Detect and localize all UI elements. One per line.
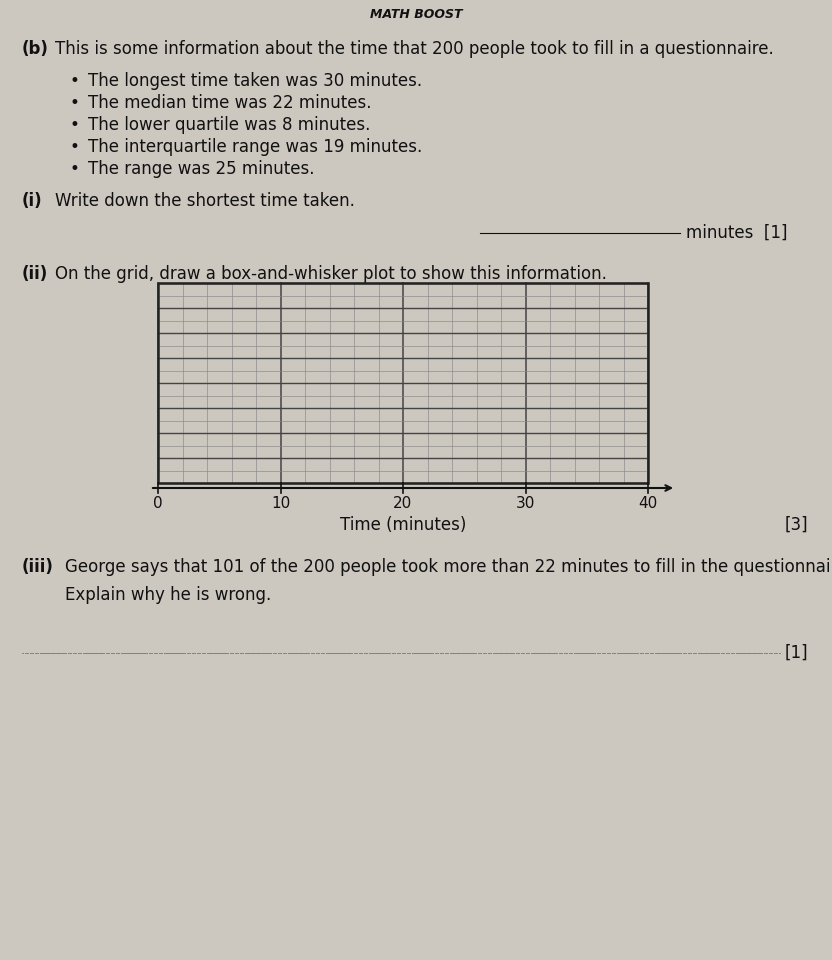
Text: [1]: [1] bbox=[785, 644, 808, 662]
Text: 10: 10 bbox=[271, 496, 290, 511]
Text: Explain why he is wrong.: Explain why he is wrong. bbox=[65, 586, 271, 604]
Text: George says that 101 of the 200 people took more than 22 minutes to fill in the : George says that 101 of the 200 people t… bbox=[65, 558, 832, 576]
Text: MATH BOOST: MATH BOOST bbox=[369, 8, 463, 21]
Text: (iii): (iii) bbox=[22, 558, 54, 576]
Text: [3]: [3] bbox=[785, 516, 808, 534]
Text: 30: 30 bbox=[516, 496, 535, 511]
Text: minutes  [1]: minutes [1] bbox=[686, 224, 788, 242]
Text: The lower quartile was 8 minutes.: The lower quartile was 8 minutes. bbox=[88, 116, 370, 134]
Text: On the grid, draw a box-and-whisker plot to show this information.: On the grid, draw a box-and-whisker plot… bbox=[55, 265, 607, 283]
Text: •: • bbox=[70, 72, 80, 90]
Text: (ii): (ii) bbox=[22, 265, 48, 283]
Text: •: • bbox=[70, 94, 80, 112]
Text: The longest time taken was 30 minutes.: The longest time taken was 30 minutes. bbox=[88, 72, 422, 90]
Bar bbox=[158, 283, 648, 483]
Text: Time (minutes): Time (minutes) bbox=[339, 516, 466, 534]
Text: •: • bbox=[70, 116, 80, 134]
Text: •: • bbox=[70, 138, 80, 156]
Text: The median time was 22 minutes.: The median time was 22 minutes. bbox=[88, 94, 372, 112]
Text: 40: 40 bbox=[638, 496, 657, 511]
Bar bbox=[158, 283, 648, 483]
Text: (b): (b) bbox=[22, 40, 49, 58]
Text: •: • bbox=[70, 160, 80, 178]
Text: Write down the shortest time taken.: Write down the shortest time taken. bbox=[55, 192, 355, 210]
Text: (i): (i) bbox=[22, 192, 42, 210]
Text: 0: 0 bbox=[153, 496, 163, 511]
Text: 20: 20 bbox=[394, 496, 413, 511]
Text: The interquartile range was 19 minutes.: The interquartile range was 19 minutes. bbox=[88, 138, 423, 156]
Text: The range was 25 minutes.: The range was 25 minutes. bbox=[88, 160, 314, 178]
Text: This is some information about the time that 200 people took to fill in a questi: This is some information about the time … bbox=[55, 40, 774, 58]
